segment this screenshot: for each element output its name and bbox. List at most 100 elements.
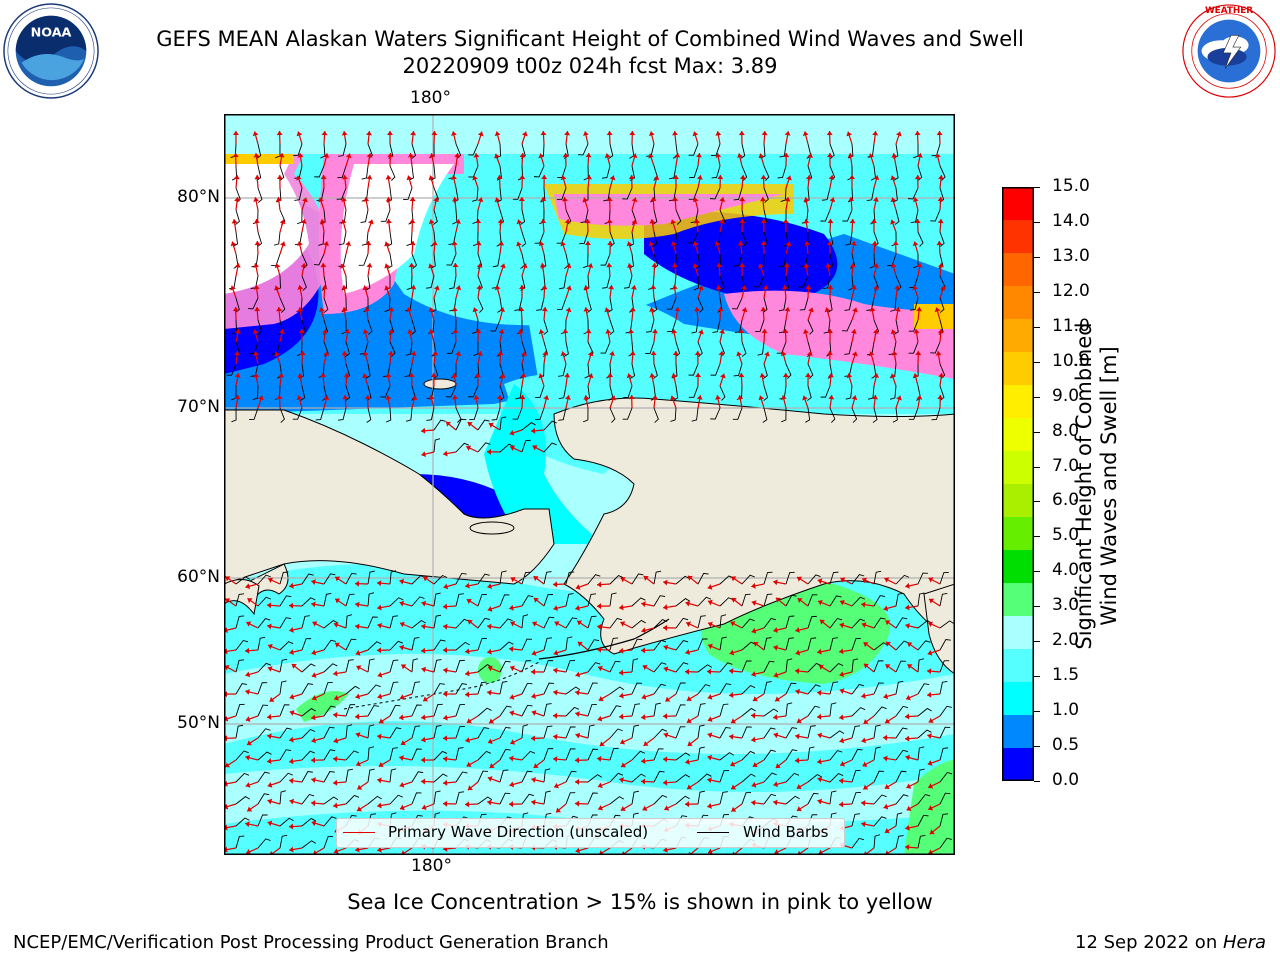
wave-direction-arrowhead <box>912 285 919 291</box>
wind-barb <box>895 660 906 673</box>
wave-direction-arrowhead <box>399 694 405 700</box>
colorbar-segment <box>1002 682 1034 716</box>
wave-direction-arrowhead <box>663 713 668 720</box>
wind-barb <box>521 793 535 805</box>
wave-direction-arrowhead <box>894 285 901 290</box>
colorbar-tick-mark <box>1034 676 1040 678</box>
wind-barb <box>784 275 790 291</box>
wind-barb <box>939 705 952 717</box>
wind-barb <box>433 750 448 761</box>
wave-direction-arrowhead <box>619 604 624 611</box>
wind-barb <box>521 770 533 783</box>
wave-direction-arrowhead <box>577 641 583 647</box>
wave-direction-arrowhead <box>817 732 823 739</box>
wave-direction-arrowhead <box>494 131 501 137</box>
wave-direction-arrowhead <box>890 219 896 225</box>
wave-direction-arrowhead <box>510 445 516 451</box>
wave-direction-arrowhead <box>245 583 251 590</box>
wave-direction-arrowhead <box>355 732 361 738</box>
wind-barb <box>622 407 633 420</box>
wave-direction-arrowhead <box>421 427 426 434</box>
wind-barb <box>323 771 335 783</box>
wave-direction-arrowhead <box>715 285 722 290</box>
wave-direction-arrowhead <box>773 799 778 806</box>
wind-barb <box>499 570 507 585</box>
wind-barb <box>257 838 271 849</box>
wave-direction-arrowhead <box>805 373 812 378</box>
wind-barb <box>521 704 533 717</box>
wave-direction-arrowhead <box>443 667 448 674</box>
wave-direction-arrowhead <box>408 263 415 268</box>
wind-barb <box>741 685 756 695</box>
wave-direction-arrowhead <box>620 621 626 627</box>
wave-direction-arrowhead <box>715 153 722 158</box>
wave-direction-arrowhead <box>341 197 347 202</box>
wave-direction-arrowhead <box>605 329 612 334</box>
wave-direction-arrowhead <box>707 584 713 590</box>
wind-barb <box>279 571 289 585</box>
wind-barb <box>345 685 360 695</box>
colorbar-tick-mark <box>1034 187 1040 188</box>
wind-barb <box>235 593 245 607</box>
wave-direction-arrowhead <box>905 735 910 742</box>
wind-barb <box>578 143 589 156</box>
wave-direction-arrowhead <box>817 776 823 783</box>
wind-barb <box>468 165 479 178</box>
wave-direction-arrowhead <box>775 696 781 702</box>
wind-barb <box>688 385 699 398</box>
wind-barb <box>433 363 439 379</box>
wave-direction-arrowhead <box>475 219 482 224</box>
wave-direction-arrowhead <box>540 197 547 202</box>
wave-direction-arrowhead <box>472 307 479 313</box>
wave-direction-arrowhead <box>539 263 546 268</box>
wind-barb <box>930 209 941 222</box>
wave-direction-arrowhead <box>342 175 348 180</box>
wind-barb <box>779 253 787 268</box>
wind-barb <box>807 773 822 783</box>
wind-barb <box>653 253 659 269</box>
wave-direction-arrowhead <box>421 736 426 743</box>
wave-direction-arrowhead <box>730 621 736 627</box>
wave-direction-arrowhead <box>907 664 913 670</box>
wave-direction-arrowhead <box>872 197 879 202</box>
wave-direction-arrowhead <box>378 761 384 768</box>
wave-direction-arrowhead <box>714 241 721 247</box>
wave-direction-arrowhead <box>452 329 459 334</box>
wave-direction-arrowhead <box>641 647 646 654</box>
wave-direction-arrowhead <box>473 395 480 400</box>
wind-barb <box>609 705 622 717</box>
wind-barb <box>256 143 262 159</box>
wind-barb <box>367 570 375 585</box>
wind-barb <box>587 297 592 313</box>
wind-barb <box>337 165 347 179</box>
wave-direction-arrowhead <box>863 718 869 724</box>
colorbar-segment <box>1002 517 1034 551</box>
wave-direction-arrowhead <box>289 758 294 765</box>
wave-direction-arrowhead <box>297 241 303 246</box>
wave-direction-arrowhead <box>564 131 571 136</box>
wave-direction-arrowhead <box>498 329 505 334</box>
wave-direction-arrowhead <box>707 803 712 809</box>
wave-direction-arrowhead <box>362 329 369 335</box>
wind-barb <box>845 231 853 246</box>
wind-barb <box>345 385 351 401</box>
wave-direction-arrowhead <box>861 737 867 744</box>
wind-barb <box>565 571 575 585</box>
wind-barb <box>565 617 578 629</box>
wave-direction-arrowhead <box>817 689 822 696</box>
colorbar-segment <box>1002 715 1034 749</box>
wave-direction-arrowhead <box>494 285 501 291</box>
wind-barb <box>323 573 336 585</box>
wave-direction-arrowhead <box>406 307 413 313</box>
wind-barb <box>719 770 730 783</box>
wave-direction-arrowhead <box>927 668 932 675</box>
wave-direction-arrowhead <box>696 153 702 158</box>
wave-direction-arrowhead <box>245 754 251 761</box>
wind-barb <box>279 749 292 761</box>
wind-barb <box>763 617 777 629</box>
wave-direction-arrowhead <box>311 757 316 764</box>
wind-barb <box>257 751 272 761</box>
wind-barb <box>609 407 616 423</box>
wave-direction-arrowhead <box>433 285 440 291</box>
wave-direction-arrowhead <box>299 351 306 356</box>
